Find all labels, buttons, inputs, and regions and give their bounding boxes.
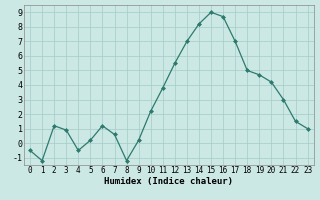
X-axis label: Humidex (Indice chaleur): Humidex (Indice chaleur): [104, 177, 233, 186]
